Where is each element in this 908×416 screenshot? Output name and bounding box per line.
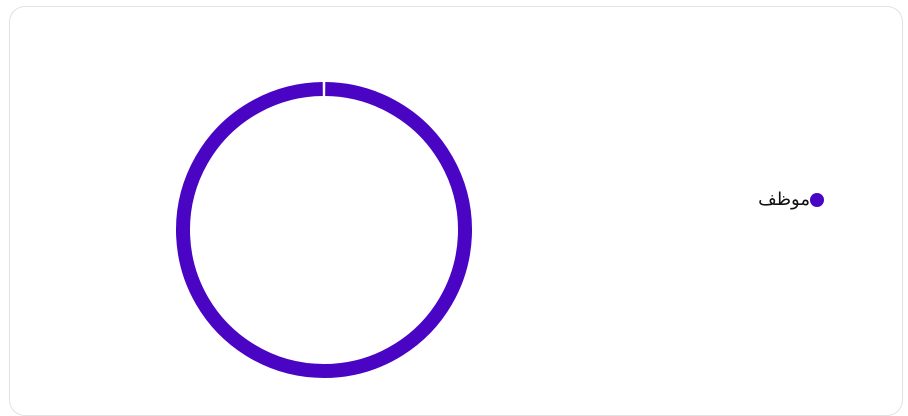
chart-card: موظف [9, 6, 903, 416]
legend-color-dot [810, 193, 824, 207]
legend-label[interactable]: موظف [758, 189, 810, 210]
donut-slice[interactable] [176, 82, 472, 378]
donut-chart [176, 82, 472, 378]
chart-legend: موظف [724, 185, 824, 215]
